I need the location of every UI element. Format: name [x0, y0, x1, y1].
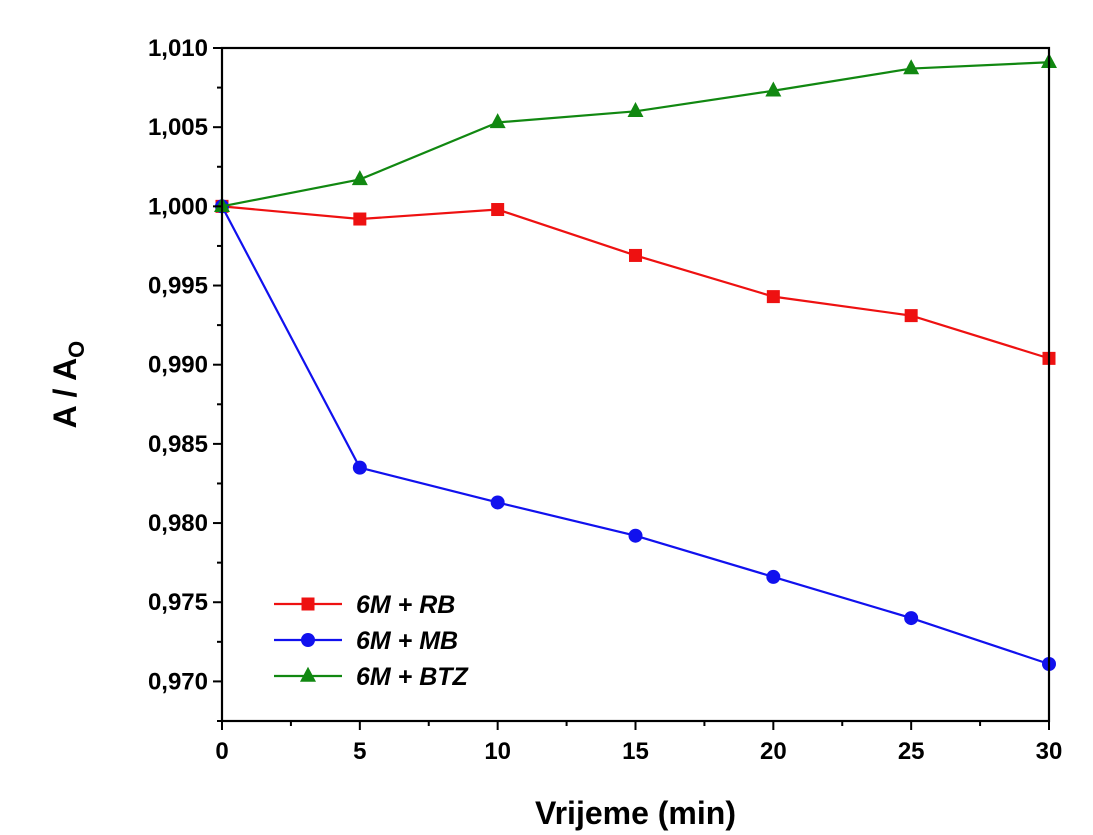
x-tick-label: 10 [484, 738, 511, 765]
series-line-6m-rb [221, 205, 1050, 360]
ticks-layer: 0 5 10 15 20 25 30 0,970 0,975 0,980 0,985 0,990 0,9… [148, 35, 1062, 765]
legend-label: 6M + MB [356, 627, 458, 655]
data-point-6m-btz [627, 102, 644, 118]
legend-marker [301, 633, 315, 647]
series-layer [214, 52, 1057, 671]
legend-item-6m-rb: 6M + RB [274, 591, 455, 619]
x-tick-label: 20 [760, 738, 787, 765]
x-tick-label: 15 [622, 738, 649, 765]
data-point-6m-mb [628, 528, 643, 543]
data-point-6m-btz [903, 59, 920, 75]
y-tick-label: 0,995 [148, 273, 208, 300]
x-axis-title: Vrijeme (min) [535, 795, 736, 831]
y-tick-label: 0,985 [148, 431, 208, 458]
data-point-6m-mb [904, 611, 919, 626]
legend-label: 6M + RB [356, 591, 455, 619]
series-line-6m-btz [221, 61, 1050, 208]
data-point-6m-mb [352, 460, 367, 475]
y-tick-label: 0,975 [148, 589, 208, 616]
legend-marker [300, 666, 316, 682]
legend-label: 6M + BTZ [356, 663, 470, 691]
series-6m-mb [215, 199, 1056, 671]
data-point-6m-rb [353, 212, 367, 226]
plot-frame [220, 46, 1051, 723]
series-line-6m-mb [221, 205, 1050, 666]
x-tick-label: 5 [353, 738, 366, 765]
series-6m-rb [215, 199, 1056, 365]
y-tick-label: 1,000 [148, 193, 208, 220]
y-axis-title-subscript: O [64, 341, 89, 358]
series-6m-btz [214, 52, 1057, 213]
legend-item-6m-mb: 6M + MB [274, 627, 458, 655]
y-tick-label: 0,970 [148, 668, 208, 695]
legend: 6M + RB 6M + MB 6M + BTZ [274, 591, 470, 691]
data-point-6m-rb [904, 309, 918, 323]
y-axis-title-main: A / A [47, 358, 83, 429]
data-point-6m-btz [765, 81, 782, 97]
data-point-6m-btz [489, 113, 506, 129]
data-point-6m-btz [351, 170, 368, 186]
axes-layer [220, 46, 1051, 723]
y-tick-label: 0,990 [148, 352, 208, 379]
data-point-6m-rb [629, 248, 642, 262]
data-point-6m-rb [491, 203, 505, 217]
data-point-6m-mb [490, 495, 505, 510]
x-tick-label: 0 [215, 738, 228, 765]
y-axis-title: A / AO [47, 341, 89, 429]
x-tick-label: 25 [898, 738, 925, 765]
y-tick-label: 0,980 [148, 510, 208, 537]
x-tick-label: 30 [1036, 738, 1063, 765]
y-tick-label: 1,010 [148, 35, 208, 62]
data-point-6m-mb [766, 569, 781, 584]
data-point-6m-rb [766, 290, 780, 304]
y-tick-label: 1,005 [148, 114, 208, 141]
legend-marker [301, 597, 315, 611]
legend-item-6m-btz: 6M + BTZ [274, 663, 470, 691]
